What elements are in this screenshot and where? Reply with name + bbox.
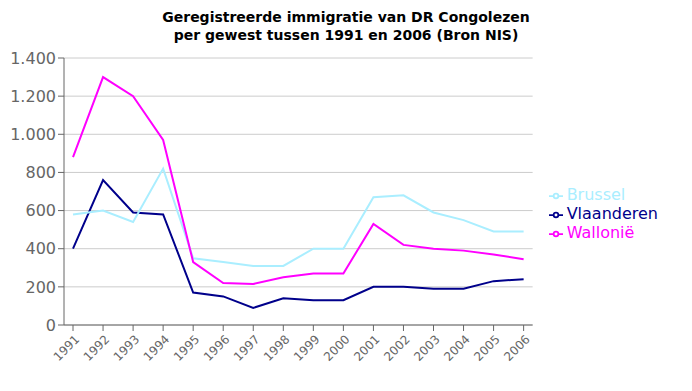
svg-text:1993: 1993 [111, 332, 142, 363]
svg-text:400: 400 [25, 239, 56, 258]
svg-text:1998: 1998 [261, 332, 292, 363]
svg-text:1997: 1997 [231, 332, 262, 363]
html-text:per gewest tussen 1991 en 2006: per gewest tussen 1991 en 2006 (Bron NIS… [173, 27, 519, 43]
svg-text:2003: 2003 [411, 332, 442, 363]
svg-text:600: 600 [25, 201, 56, 220]
svg-text:2004: 2004 [441, 332, 472, 363]
html-text:Wallonië: Wallonië [566, 223, 635, 242]
svg-text:0: 0 [46, 316, 56, 335]
html-text:Geregistreerde immigratie van: Geregistreerde immigratie van DR Congole… [162, 9, 530, 25]
svg-text:2000: 2000 [321, 332, 352, 363]
svg-text:1992: 1992 [81, 332, 112, 363]
svg-text:800: 800 [25, 163, 56, 182]
html-text:Brussel: Brussel [566, 185, 626, 204]
svg-text:1999: 1999 [291, 332, 322, 363]
svg-text:2005: 2005 [471, 332, 502, 363]
html-text:Vlaanderen: Vlaanderen [566, 204, 658, 223]
svg-text:1.200: 1.200 [10, 87, 56, 106]
svg-text:2006: 2006 [501, 332, 532, 363]
svg-text:200: 200 [25, 278, 56, 297]
svg-text:2002: 2002 [381, 332, 412, 363]
svg-text:1991: 1991 [51, 332, 82, 363]
svg-text:1995: 1995 [171, 332, 202, 363]
svg-text:2001: 2001 [351, 332, 382, 363]
svg-text:1994: 1994 [141, 332, 172, 363]
svg-text:1.000: 1.000 [10, 125, 56, 144]
svg-text:1.400: 1.400 [10, 50, 56, 68]
svg-text:1996: 1996 [201, 332, 232, 363]
